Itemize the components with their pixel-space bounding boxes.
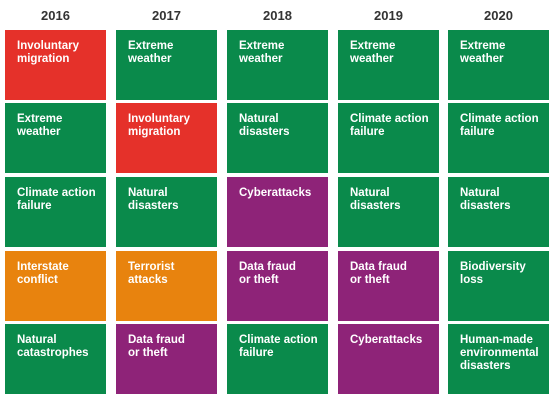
risk-cell-2020-rank-5: Human-made environmental disasters: [448, 324, 549, 394]
risk-cell-2018-rank-4: Data fraud or theft: [227, 251, 328, 321]
risk-label: Involuntary migration: [128, 113, 190, 138]
risk-label: Data fraud or theft: [239, 261, 296, 286]
risk-cell-2016-rank-2: Extreme weather: [5, 103, 106, 173]
risk-label: Extreme weather: [460, 40, 506, 65]
risk-label: Interstate conflict: [17, 261, 69, 286]
risk-label: Natural disasters: [239, 113, 290, 138]
risk-label: Data fraud or theft: [350, 261, 407, 286]
risk-cell-2016-rank-5: Natural catastrophes: [5, 324, 106, 394]
risk-cell-2019-rank-2: Climate action failure: [338, 103, 439, 173]
risk-cell-2017-rank-5: Data fraud or theft: [116, 324, 217, 394]
risk-cell-2018-rank-2: Natural disasters: [227, 103, 328, 173]
risk-cell-2020-rank-3: Natural disasters: [448, 177, 549, 247]
risk-label: Extreme weather: [350, 40, 396, 65]
year-header-2020: 2020: [484, 8, 513, 23]
risk-label: Biodiversity loss: [460, 261, 526, 286]
risk-label: Extreme weather: [128, 40, 174, 65]
risk-cell-2019-rank-1: Extreme weather: [338, 30, 439, 100]
risk-label: Data fraud or theft: [128, 334, 185, 359]
risk-label: Climate action failure: [350, 113, 429, 138]
risk-cell-2020-rank-4: Biodiversity loss: [448, 251, 549, 321]
year-header-2019: 2019: [374, 8, 403, 23]
risk-label: Cyberattacks: [350, 334, 423, 346]
risk-label: Natural disasters: [460, 187, 511, 212]
risk-label: Extreme weather: [239, 40, 285, 65]
risk-label: Cyberattacks: [239, 187, 312, 199]
risk-cell-2020-rank-1: Extreme weather: [448, 30, 549, 100]
risk-label: Involuntary migration: [17, 40, 79, 65]
risk-cell-2017-rank-4: Terrorist attacks: [116, 251, 217, 321]
risk-cell-2019-rank-5: Cyberattacks: [338, 324, 439, 394]
risk-cell-2017-rank-1: Extreme weather: [116, 30, 217, 100]
risk-cell-2016-rank-1: Involuntary migration: [5, 30, 106, 100]
risk-label: Natural catastrophes: [17, 334, 89, 359]
risk-label: Natural disasters: [350, 187, 401, 212]
risk-cell-2017-rank-2: Involuntary migration: [116, 103, 217, 173]
risk-cell-2017-rank-3: Natural disasters: [116, 177, 217, 247]
risk-label: Human-made environmental disasters: [460, 334, 539, 372]
risk-cell-2019-rank-3: Natural disasters: [338, 177, 439, 247]
year-header-2017: 2017: [152, 8, 181, 23]
risk-cell-2019-rank-4: Data fraud or theft: [338, 251, 439, 321]
risk-label: Climate action failure: [239, 334, 318, 359]
risk-label: Natural disasters: [128, 187, 179, 212]
risk-cell-2018-rank-5: Climate action failure: [227, 324, 328, 394]
risk-label: Terrorist attacks: [128, 261, 175, 286]
risk-cell-2016-rank-3: Climate action failure: [5, 177, 106, 247]
risk-cell-2020-rank-2: Climate action failure: [448, 103, 549, 173]
risk-label: Extreme weather: [17, 113, 63, 138]
year-header-2018: 2018: [263, 8, 292, 23]
year-header-2016: 2016: [41, 8, 70, 23]
risk-label: Climate action failure: [460, 113, 539, 138]
risk-cell-2018-rank-3: Cyberattacks: [227, 177, 328, 247]
risk-label: Climate action failure: [17, 187, 96, 212]
risk-cell-2018-rank-1: Extreme weather: [227, 30, 328, 100]
risk-cell-2016-rank-4: Interstate conflict: [5, 251, 106, 321]
